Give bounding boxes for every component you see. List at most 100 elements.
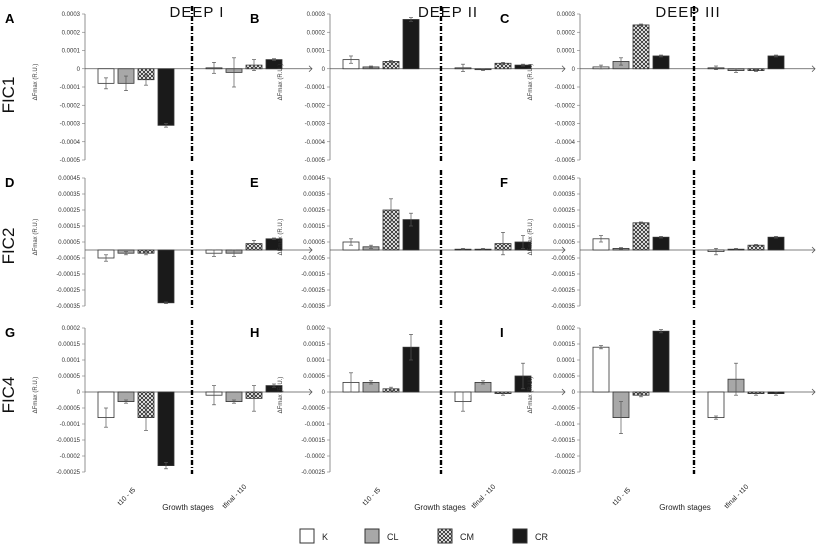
y-tick-label: 0.00035 [553,192,575,198]
col-title-deep-3: DEEP III [655,4,720,21]
y-tick-label: -0.0002 [555,454,576,460]
y-tick-label: -0.00025 [551,470,575,476]
axis-arrow [561,65,566,73]
y-tick-label: 0.00035 [303,192,325,198]
panel-i: I 0.0002 0.00015 0.0001 0.00005 0 -0.00005 -0.0… [500,320,816,511]
y-axis-label: ΔFmax (R.U.) [528,219,534,256]
y-tick-label: -0.0002 [60,103,81,109]
axis-arrow [308,388,313,396]
x-tick-label: t10 - t5 [362,487,382,507]
y-axis-label: ΔFmax (R.U.) [33,64,39,101]
y-tick-label: 0.00005 [303,374,325,380]
axis-arrow [308,65,313,73]
legend-swatch-cl [364,528,380,544]
y-tick-label: -0.0003 [305,122,326,128]
legend-swatch-cm [437,528,453,544]
axis-arrow [561,246,566,254]
y-tick-label: 0 [572,67,576,73]
axis-arrow [811,388,816,396]
y-tick-label: -0.0001 [305,85,326,91]
legend: K CL CM CR [299,528,548,544]
y-tick-label: -0.0001 [60,85,81,91]
y-tick-label: -0.00005 [301,406,325,412]
x-tick-label: tfinal - t10 [724,484,751,511]
panel-letter: A [5,11,15,26]
panel-letter: D [5,175,14,190]
bar-k [707,391,725,419]
y-tick-label: 0.0003 [557,12,576,18]
panel-g: G 0.0002 0.00015 0.0001 0.00005 0 -0.00005 -0.0… [5,320,313,510]
y-tick-label: -0.00025 [56,470,80,476]
y-tick-label: 0.00025 [58,208,80,214]
bar-cr [767,55,785,70]
y-tick-label: 0.0002 [557,30,576,36]
y-tick-label: 0.00015 [58,342,80,348]
y-tick-label: -0.0002 [555,103,576,109]
axis-arrow [811,246,816,254]
y-tick-label: 0.00045 [58,176,80,182]
panel-letter: G [5,325,15,340]
y-tick-label: 0.0001 [557,358,576,364]
y-tick-label: 0 [572,390,576,396]
y-tick-label: 0.0002 [307,326,326,332]
y-tick-label: 0.00025 [303,208,325,214]
y-axis-label: ΔFmax (R.U.) [278,219,284,256]
y-tick-label: -0.0005 [60,158,81,164]
x-tick-label: t10 - t5 [612,487,632,507]
y-tick-label: -0.0004 [60,140,81,146]
xlabel-deep-3: Growth stages [659,503,711,512]
y-tick-label: -0.0002 [305,454,326,460]
y-axis-label: ΔFmax (R.U.) [528,377,534,414]
y-tick-label: 0 [322,67,326,73]
y-tick-label: -0.00005 [56,256,80,262]
y-tick-label: 0.0002 [62,326,81,332]
panel-letter: H [250,325,259,340]
bar-cr [402,19,420,70]
y-tick-label: 0.0003 [307,12,326,18]
axis-arrow [561,388,566,396]
y-tick-label: -0.00015 [56,272,80,278]
y-tick-label: 0.00045 [303,176,325,182]
y-tick-label: -0.0002 [305,103,326,109]
y-tick-label: -0.00015 [301,272,325,278]
y-tick-label: -0.00005 [551,256,575,262]
y-tick-label: 0.0003 [62,12,81,18]
y-tick-label: -0.00005 [301,256,325,262]
panel-d: D 0.00045 0.00035 0.00025 0.00015 0.00005 -0.0… [5,170,313,310]
y-tick-label: 0.0001 [62,358,81,364]
panel-a: A 0.0003 0.0002 0.0001 0 -0.0001 -0.0002 -0.000… [5,6,313,164]
panel-e: E 0.00045 0.00035 0.00025 0.00015 0.00005 -0.0… [250,170,566,310]
bar-k [592,346,610,393]
bar-cr [652,330,670,393]
y-tick-label: -0.00035 [301,304,325,310]
panels: A 0.0003 0.0002 0.0001 0 -0.0001 -0.0002 -0.000… [5,6,816,511]
y-tick-label: -0.0005 [305,158,326,164]
y-tick-label: 0.00015 [303,342,325,348]
y-tick-label: 0.00045 [553,176,575,182]
y-tick-label: 0.0002 [557,326,576,332]
y-tick-label: 0.0002 [307,30,326,36]
y-tick-label: -0.00015 [551,272,575,278]
y-tick-label: 0 [322,390,326,396]
y-tick-label: 0.00015 [58,224,80,230]
bar-cr [157,249,175,304]
y-tick-label: 0.0002 [62,30,81,36]
y-tick-label: 0.00005 [58,240,80,246]
legend-label-cm: CM [460,532,474,542]
y-tick-label: 0.0001 [307,358,326,364]
axis-arrow [811,65,816,73]
bar-cr [767,236,785,251]
xlabel-deep-2: Growth stages [414,503,466,512]
y-tick-label: -0.00015 [551,438,575,444]
legend-label-k: K [322,532,328,542]
legend-label-cl: CL [387,532,399,542]
panel-c: C 0.0003 0.0002 0.0001 0 -0.0001 -0.0002 -0.000… [500,6,816,164]
y-tick-label: 0.00025 [553,208,575,214]
panel-letter: F [500,175,508,190]
y-tick-label: -0.0001 [60,422,81,428]
panel-b: B 0.0003 0.0002 0.0001 0 -0.0001 -0.0002 -0.000… [250,6,566,164]
y-tick-label: -0.00035 [551,304,575,310]
bar-cr [157,391,175,466]
y-tick-label: -0.00025 [301,288,325,294]
y-tick-label: -0.00005 [56,406,80,412]
